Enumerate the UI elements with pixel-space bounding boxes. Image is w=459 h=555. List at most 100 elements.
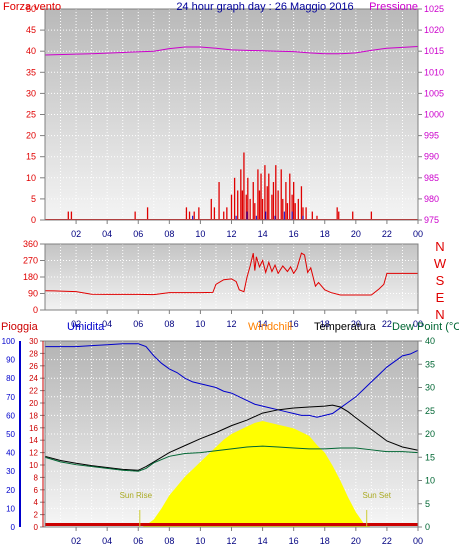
x-tick-label: 20: [351, 229, 361, 239]
rain-y-tick-label: 20: [29, 399, 38, 408]
rain-y-tick-label: 26: [29, 362, 38, 371]
humidity-y-tick-label: 30: [6, 467, 15, 476]
x-tick-label: 22: [382, 319, 392, 329]
x-tick-label: 00: [413, 319, 423, 329]
wind-average-spikes: [192, 211, 304, 220]
x-tick-label: 16: [289, 229, 299, 239]
temp-y-tick-label: 10: [425, 476, 435, 486]
compass-letter: E: [436, 290, 445, 305]
pressure-y-tick-label: 980: [424, 194, 439, 204]
wind-y-tick-label: 25: [26, 110, 36, 120]
sunset-label: Sun Set: [362, 491, 391, 500]
rain-axis-title: Pioggia: [1, 321, 39, 333]
temperature-line: [44, 404, 419, 471]
x-tick-label: 08: [164, 536, 174, 546]
x-tick-label: 22: [382, 229, 392, 239]
compass-letter: N: [435, 307, 444, 322]
x-tick-label: 18: [320, 536, 330, 546]
pressure-y-tick-label: 1020: [424, 25, 444, 35]
x-tick-label: 16: [289, 319, 299, 329]
humidity-y-tick-label: 20: [6, 486, 15, 495]
x-tick-label: 06: [133, 536, 143, 546]
temp-y-tick-label: 30: [425, 383, 435, 393]
x-tick-label: 16: [289, 536, 299, 546]
temp-y-tick-label: 20: [425, 429, 435, 439]
compass-letter: N: [435, 239, 444, 254]
wind-y-tick-label: 20: [26, 131, 36, 141]
x-tick-label: 06: [133, 229, 143, 239]
pressure-axis-title: Pressione: [369, 1, 418, 13]
rain-y-tick-label: 10: [29, 461, 38, 470]
compass-letter: W: [434, 256, 447, 271]
pressure-y-tick-label: 1015: [424, 46, 444, 56]
pressure-y-tick-label: 1000: [424, 110, 444, 120]
x-tick-label: 14: [258, 536, 268, 546]
wind-y-tick-label: 0: [31, 215, 36, 225]
x-tick-label: 00: [413, 229, 423, 239]
rain-y-tick-label: 4: [34, 498, 39, 507]
direction-y-tick-label: 0: [33, 305, 38, 315]
wind-axis-title: Forza vento: [3, 1, 61, 13]
x-tick-label: 12: [226, 536, 236, 546]
x-tick-label: 04: [102, 536, 112, 546]
x-tick-label: 04: [102, 229, 112, 239]
rain-y-tick-label: 24: [29, 374, 38, 383]
x-tick-label: 18: [320, 319, 330, 329]
x-tick-label: 02: [71, 536, 81, 546]
rain-y-tick-label: 28: [29, 349, 38, 358]
temp-y-tick-label: 15: [425, 452, 435, 462]
humidity-y-tick-label: 60: [6, 411, 15, 420]
wind-y-tick-label: 5: [31, 194, 36, 204]
x-tick-label: 00: [413, 536, 423, 546]
rain-y-tick-label: 2: [34, 511, 39, 520]
temp-y-tick-label: 35: [425, 359, 435, 369]
rain-bar: [45, 523, 418, 526]
rain-y-tick-label: 8: [34, 473, 39, 482]
humidity-y-tick-label: 0: [11, 523, 16, 532]
x-tick-label: 04: [102, 319, 112, 329]
solar-radiation-area: [45, 420, 418, 527]
x-tick-label: 02: [71, 229, 81, 239]
dew-point-legend: Dew Point (°C: [392, 321, 459, 333]
pressure-y-tick-label: 1025: [424, 4, 444, 14]
humidity-line: [45, 343, 419, 418]
x-tick-label: 02: [71, 319, 81, 329]
x-tick-label: 18: [320, 229, 330, 239]
rain-y-tick-label: 22: [29, 387, 38, 396]
x-tick-label: 12: [226, 229, 236, 239]
chart-title: 24 hour graph day : 26 Maggio 2016: [176, 1, 353, 13]
x-tick-label: 14: [258, 229, 268, 239]
direction-y-tick-label: 270: [23, 256, 38, 266]
x-tick-label: 08: [164, 319, 174, 329]
direction-y-tick-label: 360: [23, 239, 38, 249]
rain-y-tick-label: 6: [34, 486, 39, 495]
x-tick-label: 10: [195, 319, 205, 329]
x-tick-label: 10: [195, 229, 205, 239]
humidity-y-tick-label: 50: [6, 430, 15, 439]
wind-gust-series: [67, 152, 373, 220]
temp-y-tick-label: 5: [425, 499, 430, 509]
wind-y-tick-label: 50: [26, 4, 36, 14]
humidity-y-tick-label: 40: [6, 449, 15, 458]
x-tick-label: 20: [351, 319, 361, 329]
pressure-y-tick-label: 975: [424, 215, 439, 225]
x-tick-label: 14: [258, 319, 268, 329]
humidity-axis-title: Umidita: [67, 321, 105, 333]
direction-y-tick-label: 90: [28, 289, 38, 299]
compass-letter: S: [436, 273, 445, 288]
rain-y-tick-label: 14: [29, 436, 38, 445]
rain-y-tick-label: 12: [29, 449, 38, 458]
wind-y-tick-label: 15: [26, 152, 36, 162]
x-tick-label: 10: [195, 536, 205, 546]
humidity-y-tick-label: 100: [2, 337, 16, 346]
wind-y-tick-label: 45: [26, 25, 36, 35]
wind-y-tick-label: 10: [26, 173, 36, 183]
pressure-y-tick-label: 995: [424, 131, 439, 141]
pressure-y-tick-label: 990: [424, 152, 439, 162]
pressure-y-tick-label: 985: [424, 173, 439, 183]
temp-y-tick-label: 40: [425, 336, 435, 346]
humidity-y-tick-label: 90: [6, 356, 15, 365]
